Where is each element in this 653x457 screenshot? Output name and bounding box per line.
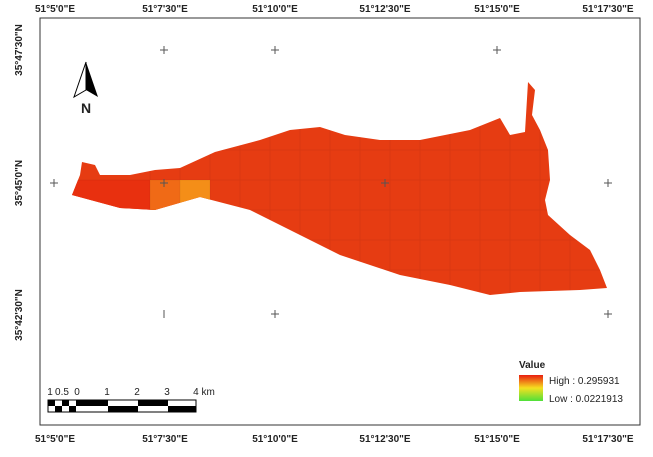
bottom-label: 51°5'0"E [35, 434, 75, 445]
top-label: 51°10'0"E [252, 4, 298, 15]
top-label: 51°12'30"E [359, 4, 410, 15]
scale-label: 3 [164, 387, 170, 398]
left-label: 35°47'30"N [14, 24, 25, 76]
bottom-label: 51°7'30"E [142, 434, 188, 445]
scale-label: 2 [134, 387, 140, 398]
bottom-label: 51°15'0"E [474, 434, 520, 445]
top-label: 51°7'30"E [142, 4, 188, 15]
legend-ramp [519, 375, 543, 401]
scale-label: 4 km [193, 387, 215, 398]
legend-high: High : 0.295931 [549, 376, 620, 387]
scale-label: 0 [74, 387, 80, 398]
scale-label: 1 [47, 387, 53, 398]
north-arrow: N [73, 61, 98, 116]
left-label: 35°45'0"N [14, 160, 25, 206]
scale-bar [47, 399, 197, 413]
top-label: 51°5'0"E [35, 4, 75, 15]
left-label: 35°42'30"N [14, 289, 25, 341]
scale-label: 0.5 [55, 387, 69, 398]
legend-title: Value [519, 360, 546, 371]
north-label: N [81, 100, 91, 116]
scale-label: 1 [104, 387, 110, 398]
top-label: 51°17'30"E [582, 4, 633, 15]
graticule-crosses [50, 46, 612, 318]
top-label: 51°15'0"E [474, 4, 520, 15]
bottom-label: 51°12'30"E [359, 434, 410, 445]
bottom-label: 51°17'30"E [582, 434, 633, 445]
bottom-label: 51°10'0"E [252, 434, 298, 445]
legend-low: Low : 0.0221913 [549, 394, 623, 405]
